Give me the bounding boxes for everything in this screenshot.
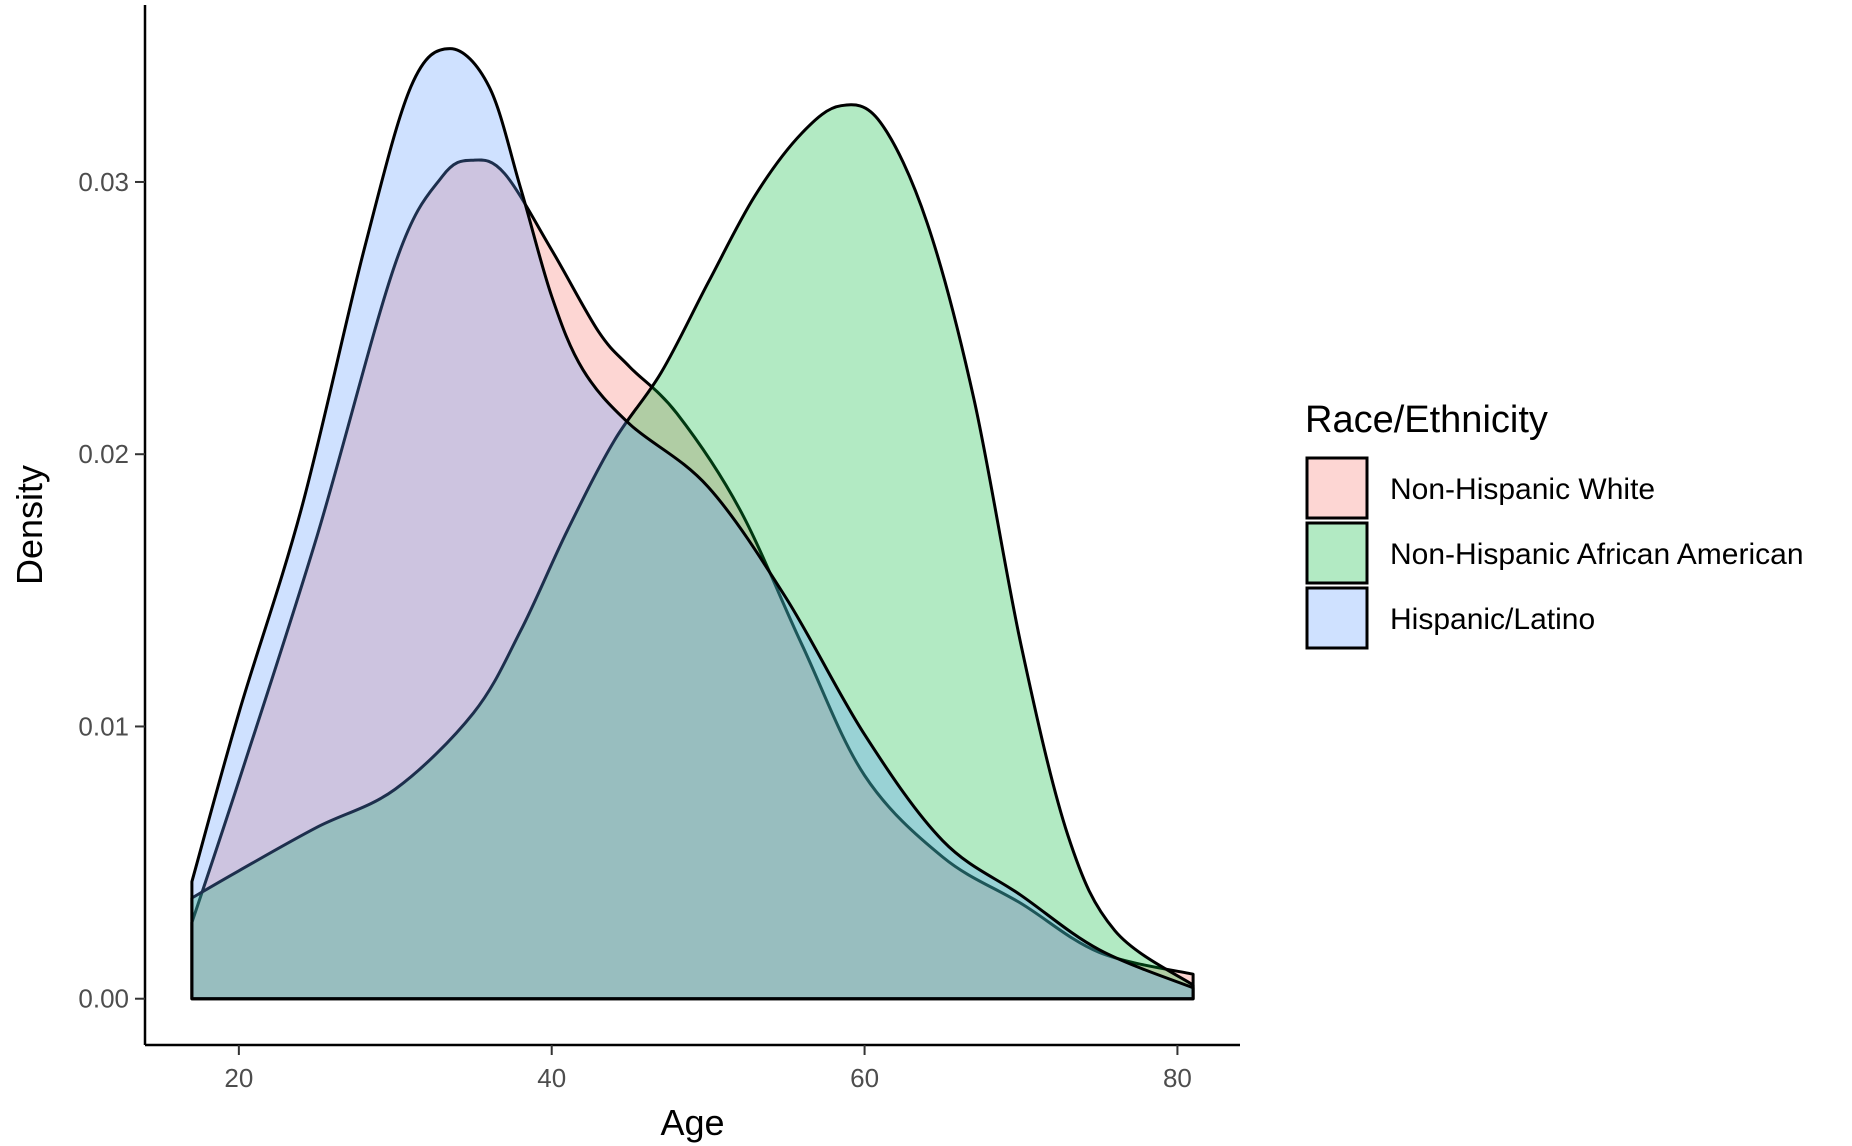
axes: [143, 5, 1240, 1047]
y-axis-ticks: 0.00 0.01 0.02 0.03: [78, 167, 145, 1014]
density-areas: [190, 47, 1195, 1001]
legend-label-non-hispanic-african-american: Non-Hispanic African American: [1390, 538, 1804, 571]
y-tick-label: 0.03: [78, 167, 129, 197]
x-tick-label: 60: [850, 1063, 879, 1093]
y-axis-title: Density: [9, 465, 50, 585]
legend: Race/Ethnicity Non-Hispanic White Non-His…: [1305, 399, 1804, 650]
legend-key-bg: [1307, 523, 1367, 583]
density-area-non-hispanic-african-american: [190, 103, 1195, 1001]
legend-swatch-non-hispanic-african-american: [1305, 521, 1369, 585]
density-area-non-hispanic-white: [190, 158, 1195, 1001]
density-area-hispanic-latino: [190, 47, 1195, 1001]
legend-key-bg: [1307, 458, 1367, 518]
legend-key-bg: [1307, 588, 1367, 648]
x-axis-title: Age: [660, 1102, 724, 1143]
x-tick-label: 80: [1163, 1063, 1192, 1093]
y-tick-label: 0.01: [78, 711, 129, 741]
legend-label-hispanic-latino: Hispanic/Latino: [1390, 603, 1595, 636]
y-tick-label: 0.00: [78, 984, 129, 1014]
x-tick-label: 20: [224, 1063, 253, 1093]
y-tick-label: 0.02: [78, 439, 129, 469]
legend-title: Race/Ethnicity: [1305, 399, 1548, 441]
legend-swatch-hispanic-latino: [1305, 586, 1369, 650]
x-tick-label: 40: [537, 1063, 566, 1093]
legend-label-non-hispanic-white: Non-Hispanic White: [1390, 473, 1655, 506]
legend-swatch-non-hispanic-white: [1305, 456, 1369, 520]
x-axis-ticks: 20 40 60 80: [224, 1045, 1192, 1093]
